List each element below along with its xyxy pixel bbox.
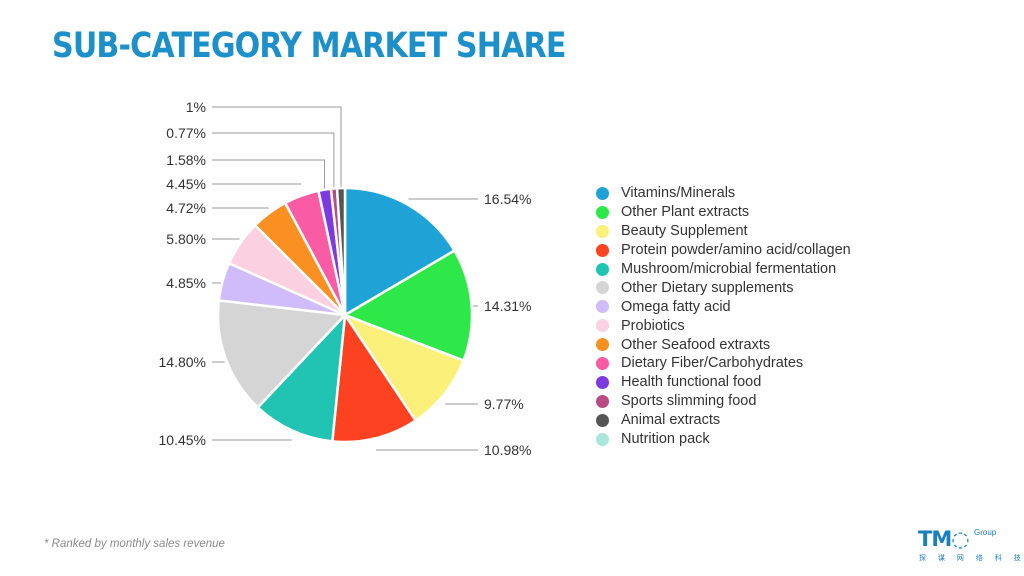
pie-slice	[343, 313, 465, 422]
legend-swatch	[596, 243, 609, 257]
legend-swatch	[596, 224, 609, 238]
legend-label: Sports slimming food	[621, 393, 757, 410]
slice-label: 16.54%	[484, 191, 531, 207]
chart-legend: Vitamins/Minerals Other Plant extracts Bea…	[596, 184, 851, 448]
leader-line	[212, 159, 325, 189]
legend-label: Probiotics	[621, 317, 685, 334]
legend-item: Beauty Supplement	[596, 222, 851, 241]
pie-slice	[331, 313, 417, 444]
leader-lines	[212, 106, 478, 451]
footnote: * Ranked by monthly sales revenue	[44, 538, 225, 550]
slice-label: 9.77%	[484, 396, 524, 412]
leader-line	[212, 132, 335, 188]
legend-swatch	[596, 205, 609, 219]
pie-slice	[343, 186, 456, 317]
legend-item: Health functional food	[596, 373, 851, 392]
legend-swatch	[596, 432, 609, 446]
slice-label: 5.80%	[166, 231, 206, 247]
legend-swatch	[596, 186, 609, 200]
legend-item: Dietary Fiber/Carbohydrates	[596, 354, 851, 373]
legend-swatch	[596, 375, 609, 389]
slice-label: 1.58%	[166, 152, 206, 168]
legend-label: Mushroom/microbial fermentation	[621, 261, 837, 277]
legend-swatch	[596, 356, 609, 370]
legend-item: Sports slimming food	[596, 392, 851, 411]
pie-slices	[216, 186, 474, 444]
slice-label: 0.77%	[166, 125, 206, 141]
company-logo: TM◌ Group 探 谋 网 络 科 技	[918, 527, 1021, 567]
legend-item: Other Seafood extraxts	[596, 335, 851, 354]
legend-label: Other Dietary supplements	[621, 279, 794, 296]
slice-label: 14.80%	[159, 354, 206, 370]
slice-labels: 16.54% 14.31% 9.77% 10.98% 10.45% 14.80% 4.85%…	[159, 99, 532, 458]
legend-label: Other Seafood extraxts	[621, 336, 771, 353]
legend-label: Protein powder/amino acid/collagen	[621, 242, 851, 259]
legend-label: Omega fatty acid	[621, 298, 731, 315]
legend-swatch	[596, 319, 609, 333]
logo-subtitle: 探 谋 网 络 科 技	[919, 555, 1024, 562]
legend-item: Vitamins/Minerals	[596, 184, 851, 203]
legend-swatch	[596, 413, 609, 427]
legend-swatch	[596, 262, 609, 276]
legend-item: Other Dietary supplements	[596, 278, 851, 297]
legend-label: Vitamins/Minerals	[621, 185, 736, 202]
logo-wordmark: TM◌	[918, 527, 970, 551]
slice-label: 4.85%	[166, 275, 206, 291]
legend-label: Beauty Supplement	[621, 223, 748, 240]
legend-label: Health functional food	[621, 374, 762, 391]
legend-item: Mushroom/microbial fermentation	[596, 260, 851, 279]
leader-line	[212, 106, 342, 188]
pie-slice	[343, 249, 474, 362]
legend-item: Probiotics	[596, 316, 851, 335]
pie-slice	[216, 299, 347, 409]
legend-swatch	[596, 300, 609, 314]
slice-label: 1%	[186, 99, 206, 115]
legend-item: Omega fatty acid	[596, 297, 851, 316]
pie-slice	[256, 313, 347, 443]
slice-label: 10.98%	[484, 442, 531, 458]
slice-label: 14.31%	[484, 298, 531, 314]
legend-item: Other Plant extracts	[596, 203, 851, 222]
legend-item: Nutrition pack	[596, 430, 851, 449]
legend-swatch	[596, 281, 609, 295]
slice-label: 10.45%	[159, 432, 206, 448]
legend-item: Animal extracts	[596, 411, 851, 430]
pie-slice	[335, 186, 347, 317]
slice-label: 4.45%	[166, 176, 206, 192]
logo-superscript: Group	[974, 528, 997, 537]
legend-label: Nutrition pack	[621, 431, 710, 448]
slice-label: 4.72%	[166, 200, 206, 216]
legend-label: Other Plant extracts	[621, 204, 750, 221]
legend-swatch	[596, 394, 609, 408]
legend-label: Dietary Fiber/Carbohydrates	[621, 355, 804, 372]
legend-label: Animal extracts	[621, 412, 721, 429]
legend-item: Protein powder/amino acid/collagen	[596, 241, 851, 260]
legend-swatch	[596, 338, 609, 352]
page-title: SUB-CATEGORY MARKET SHARE	[52, 26, 566, 66]
